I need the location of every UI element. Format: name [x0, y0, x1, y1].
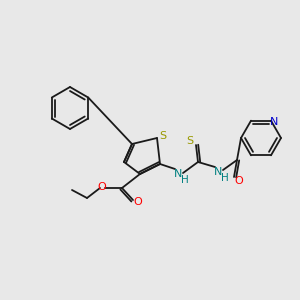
- Text: N: N: [270, 117, 278, 127]
- Text: O: O: [235, 176, 243, 186]
- Text: O: O: [134, 197, 142, 207]
- Text: N: N: [214, 167, 222, 177]
- Text: H: H: [181, 175, 189, 185]
- Text: H: H: [221, 173, 229, 183]
- Text: S: S: [159, 131, 167, 141]
- Text: N: N: [174, 169, 182, 179]
- Text: O: O: [98, 182, 106, 192]
- Text: S: S: [186, 136, 194, 146]
